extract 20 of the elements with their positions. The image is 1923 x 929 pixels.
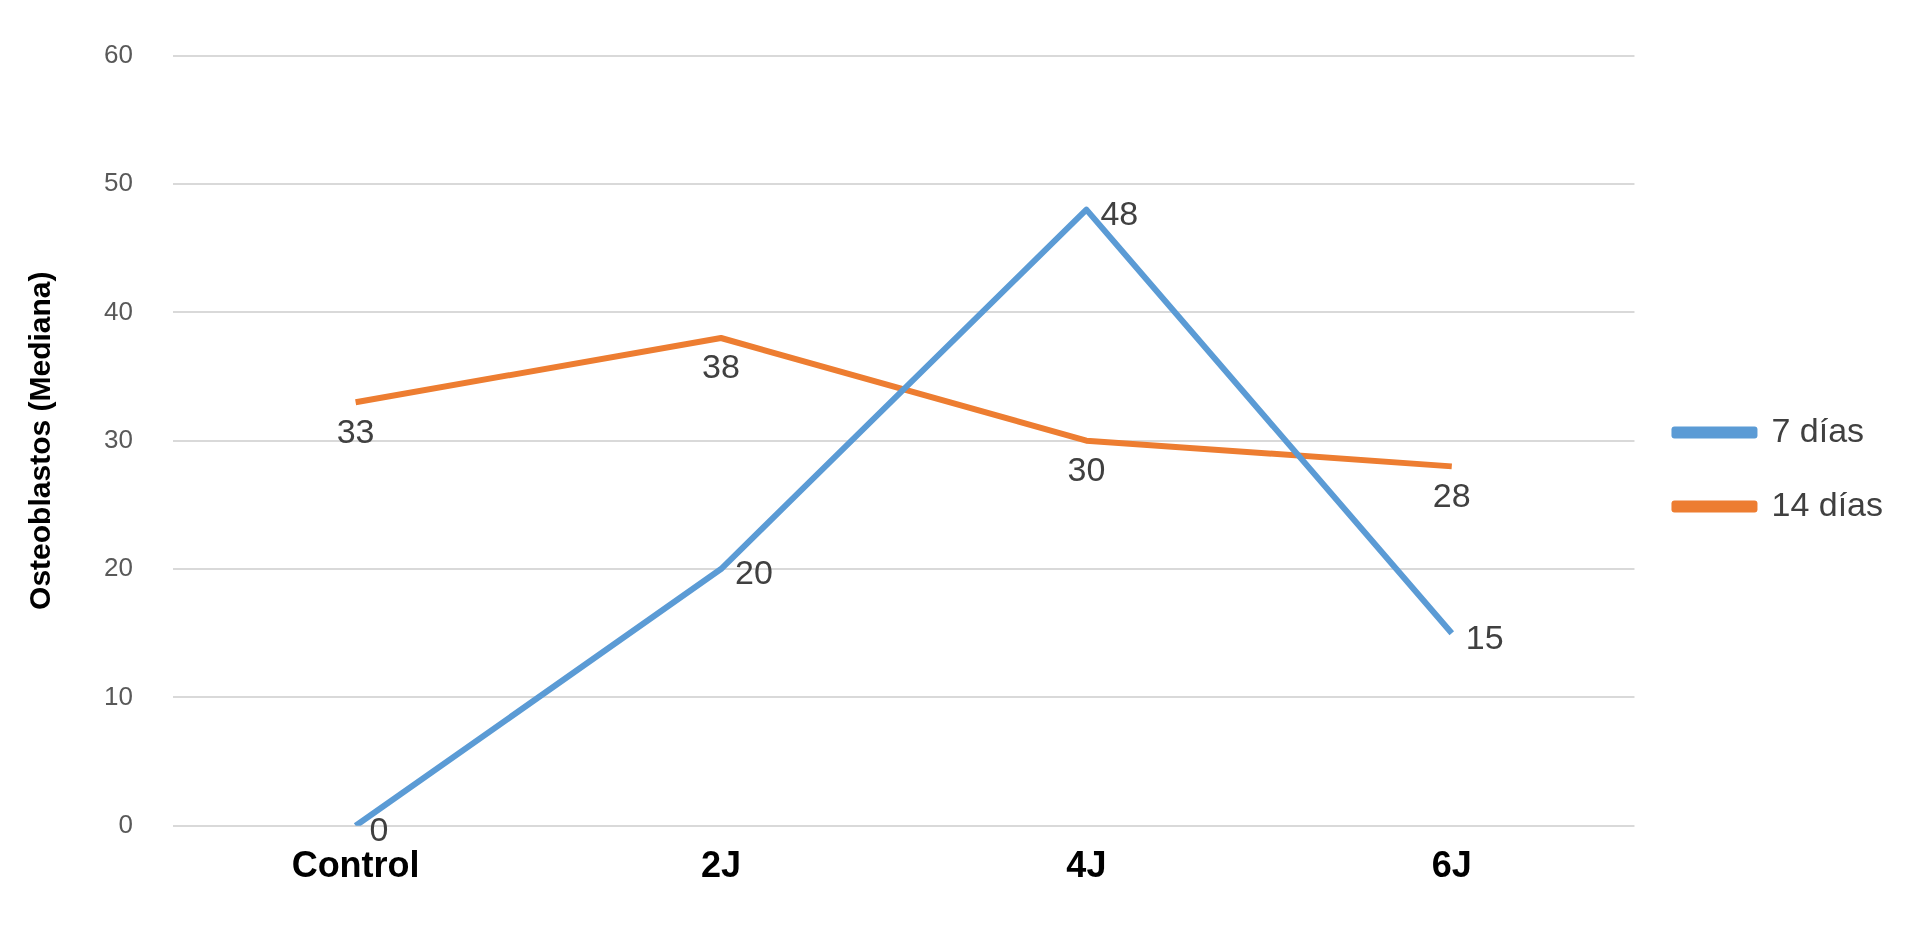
y-tick-label: 30	[104, 423, 133, 454]
y-tick-label: 20	[104, 552, 133, 583]
legend-label: 14 días	[1771, 484, 1883, 523]
y-tick-label: 50	[104, 167, 133, 198]
data-label: 28	[1432, 475, 1471, 514]
y-tick-label: 40	[104, 295, 133, 326]
data-label: 33	[336, 411, 375, 450]
y-tick-label: 60	[104, 38, 133, 69]
data-label: 20	[735, 553, 773, 592]
data-label: 15	[1465, 617, 1504, 656]
x-tick-label: 2J	[700, 844, 742, 886]
y-tick-label: 10	[104, 680, 133, 711]
x-tick-label: 6J	[1431, 844, 1472, 886]
y-axis-title: Osteoblastos (Mediana)	[23, 271, 57, 610]
x-tick-label: 4J	[1066, 844, 1107, 886]
legend-label: 7 días	[1771, 410, 1865, 449]
y-tick-label: 0	[118, 808, 133, 839]
data-label: 38	[702, 347, 740, 386]
data-label: 30	[1067, 450, 1106, 489]
data-label: 48	[1100, 194, 1139, 233]
